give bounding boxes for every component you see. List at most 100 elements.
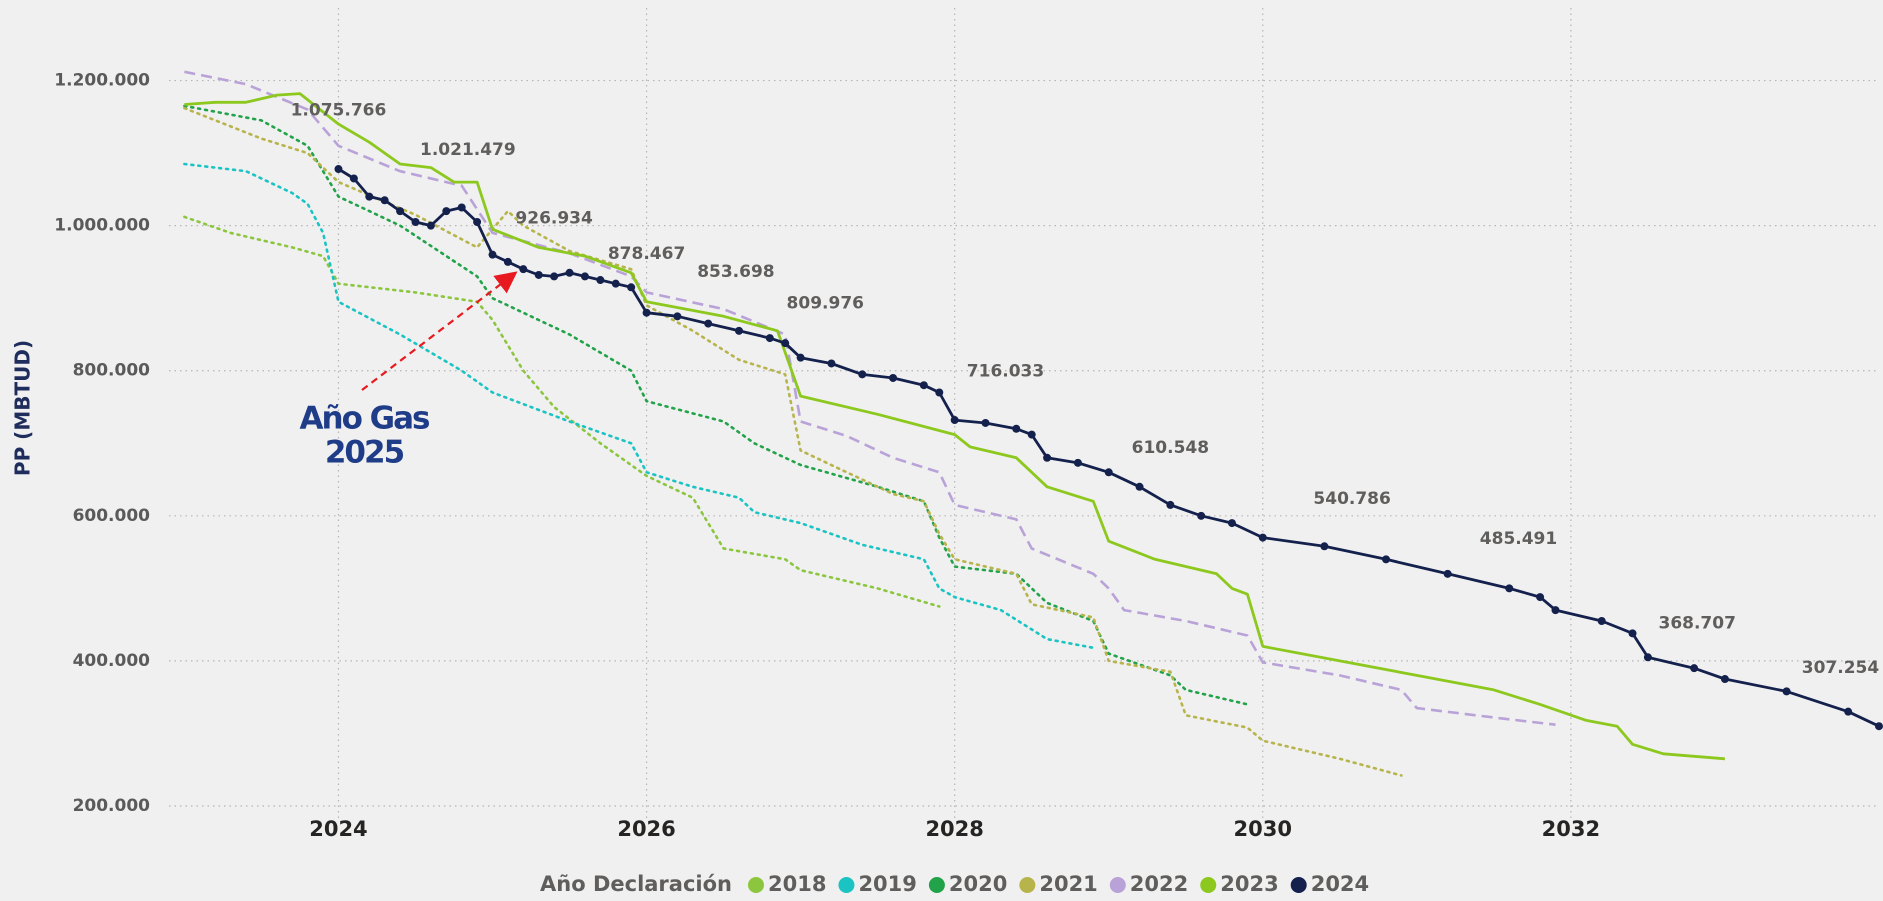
point <box>380 196 389 205</box>
legend-label: 2021 <box>1039 872 1097 896</box>
point <box>1551 606 1560 615</box>
y-tick-label: 1.000.000 <box>54 216 150 236</box>
point <box>1104 468 1113 477</box>
point <box>1597 617 1606 626</box>
point <box>1043 453 1052 462</box>
point <box>1443 569 1452 578</box>
legend-swatch <box>747 877 764 893</box>
series-line <box>184 92 1726 761</box>
legend-label: 2023 <box>1220 872 1278 896</box>
point <box>919 381 928 390</box>
x-tick-label: 2026 <box>617 817 675 841</box>
point <box>1844 707 1853 716</box>
legend-swatch <box>838 877 855 893</box>
data-label: 1.075.766 <box>291 101 387 121</box>
data-label: 485.491 <box>1480 529 1557 549</box>
point <box>396 207 405 216</box>
data-label: 610.548 <box>1132 438 1209 458</box>
point <box>473 218 482 227</box>
point <box>858 370 867 379</box>
point <box>1073 458 1082 467</box>
point <box>1782 687 1791 696</box>
legend-label: 2024 <box>1311 872 1369 896</box>
y-tick-label: 600.000 <box>73 506 151 526</box>
point <box>334 165 343 174</box>
y-tick-label: 1.200.000 <box>54 71 150 91</box>
data-label: 878.467 <box>608 244 685 264</box>
legend-swatch <box>1019 877 1036 893</box>
data-label: 716.033 <box>967 362 1044 382</box>
legend-label: 2022 <box>1130 872 1188 896</box>
point <box>1690 664 1699 673</box>
annotation-line: Año Gas <box>300 401 430 437</box>
point <box>1227 519 1236 528</box>
point <box>889 373 898 382</box>
x-tick-label: 2028 <box>925 817 983 841</box>
point <box>565 268 574 277</box>
series-line <box>183 104 1249 706</box>
point <box>704 319 713 328</box>
legend-swatch <box>928 877 945 893</box>
data-labels: 1.075.766 1.021.479 926.934 878.467 853.698 8… <box>291 101 1880 679</box>
series-line <box>183 215 941 608</box>
point <box>673 312 682 321</box>
point <box>950 416 959 425</box>
point <box>457 203 466 212</box>
point <box>596 276 605 285</box>
point <box>426 221 435 230</box>
point <box>519 265 528 274</box>
point <box>365 192 374 201</box>
point <box>827 359 836 368</box>
point <box>503 257 512 266</box>
data-label: 368.707 <box>1658 614 1735 634</box>
data-label: 307.254 <box>1802 658 1880 678</box>
legend-label: 2018 <box>768 872 826 896</box>
legend-title: Año Declaración <box>540 872 732 896</box>
point <box>1197 511 1206 520</box>
point <box>349 174 358 183</box>
point <box>1643 653 1652 662</box>
data-label: 1.021.479 <box>420 140 516 160</box>
series-line <box>337 167 1880 728</box>
annotation-line: 2025 <box>325 435 404 471</box>
point <box>1628 629 1637 638</box>
x-tick-label: 2030 <box>1234 817 1292 841</box>
point <box>1320 542 1329 551</box>
y-tick-label: 400.000 <box>73 651 151 671</box>
legend-label: 2019 <box>858 872 916 896</box>
point <box>611 279 620 288</box>
point <box>1536 593 1545 602</box>
series-line <box>183 162 1095 650</box>
point <box>935 388 944 397</box>
legend-label: 2020 <box>949 872 1007 896</box>
point <box>1258 533 1267 542</box>
point <box>442 207 451 216</box>
point <box>1135 482 1144 491</box>
x-tick-label: 2032 <box>1542 817 1600 841</box>
y-axis-label: PP (MBTUD) <box>11 340 35 476</box>
point <box>1720 675 1729 684</box>
point <box>781 339 790 348</box>
point <box>981 418 990 427</box>
y-tick-label: 800.000 <box>73 361 151 381</box>
point <box>534 270 543 279</box>
x-tick-label: 2024 <box>309 817 367 841</box>
point <box>1012 424 1021 433</box>
point <box>1505 584 1514 593</box>
grid: 200.000 400.000 600.000 800.000 1.000.000 1.2… <box>54 8 1879 841</box>
point <box>580 272 589 281</box>
series-line <box>183 106 1403 777</box>
point <box>1875 722 1883 731</box>
point <box>1166 500 1175 509</box>
data-label: 853.698 <box>697 262 774 282</box>
data-label: 926.934 <box>515 209 593 229</box>
legend-swatch <box>1109 877 1126 893</box>
legend: Año Declaración 2018 2019 2020 2021 2022 2023 2… <box>540 872 1369 896</box>
point <box>627 283 636 292</box>
series-line <box>184 70 1556 726</box>
point <box>765 334 774 343</box>
point <box>550 272 559 281</box>
point <box>796 353 805 362</box>
data-label: 809.976 <box>787 293 864 313</box>
